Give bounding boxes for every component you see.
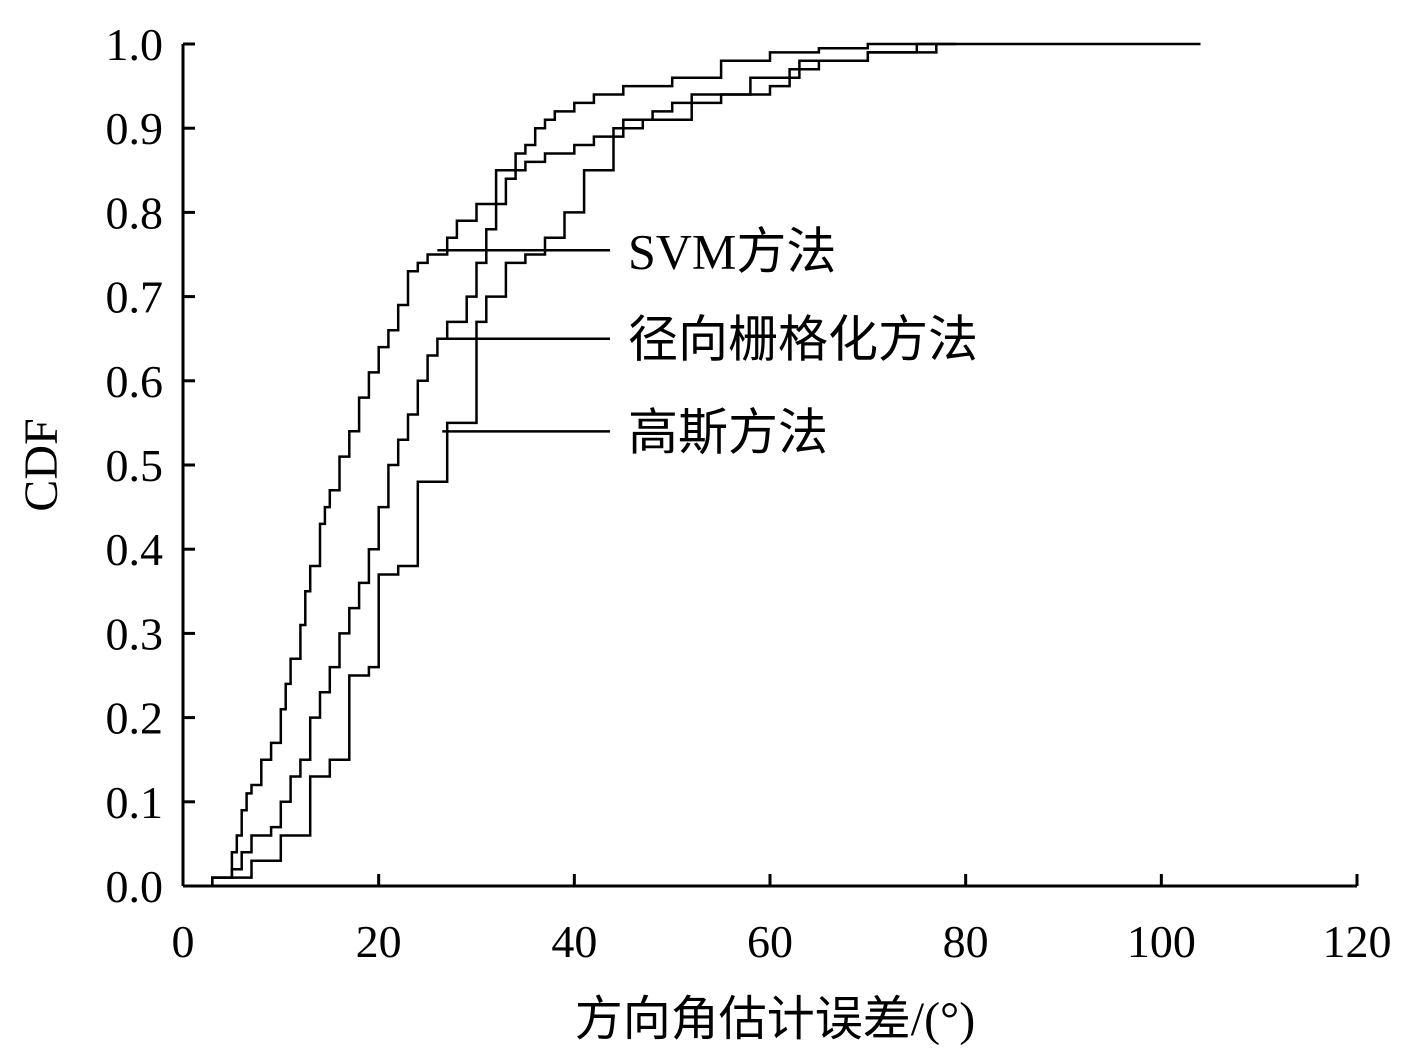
x-tick-label: 0 — [172, 916, 195, 967]
y-tick-label: 0.7 — [106, 272, 164, 323]
y-tick-label: 1.0 — [106, 19, 164, 70]
gaussian-series-line — [187, 44, 938, 888]
x-axis-label: 方向角估计误差/(°) — [575, 993, 976, 1046]
svm-series-line — [187, 42, 956, 888]
axes: 0 20 40 60 80 100 120 0.0 0.1 0.2 0.3 0.4 0.5 0.6 0.7… — [106, 19, 1392, 967]
y-tick-label: 0.0 — [106, 861, 164, 912]
y-tick-label: 0.3 — [106, 608, 164, 659]
y-tick-label: 0.6 — [106, 356, 164, 407]
series-layer — [187, 42, 1201, 888]
y-tick-label: 0.4 — [106, 524, 164, 575]
y-ticks: 0.0 0.1 0.2 0.3 0.4 0.5 0.6 0.7 0.8 0.9 1.0 — [106, 19, 195, 912]
y-axis-label: CDF — [15, 418, 68, 511]
legend-label-radial-grid: 径向栅格化方法 — [628, 312, 978, 368]
x-tick-label: 40 — [551, 916, 597, 967]
radial-grid-series-line — [187, 42, 1201, 888]
x-tick-label: 120 — [1323, 916, 1392, 967]
y-tick-label: 0.9 — [106, 103, 164, 154]
legend-label-svm: SVM方法 — [628, 223, 836, 279]
y-tick-label: 0.8 — [106, 187, 164, 238]
y-tick-label: 0.5 — [106, 440, 164, 491]
y-tick-label: 0.1 — [106, 777, 164, 828]
legend-label-gaussian: 高斯方法 — [628, 404, 828, 460]
x-ticks: 0 20 40 60 80 100 120 — [172, 874, 1392, 967]
x-tick-label: 60 — [747, 916, 793, 967]
x-tick-label: 80 — [943, 916, 989, 967]
x-tick-label: 100 — [1127, 916, 1196, 967]
x-tick-label: 20 — [356, 916, 402, 967]
y-tick-label: 0.2 — [106, 693, 164, 744]
